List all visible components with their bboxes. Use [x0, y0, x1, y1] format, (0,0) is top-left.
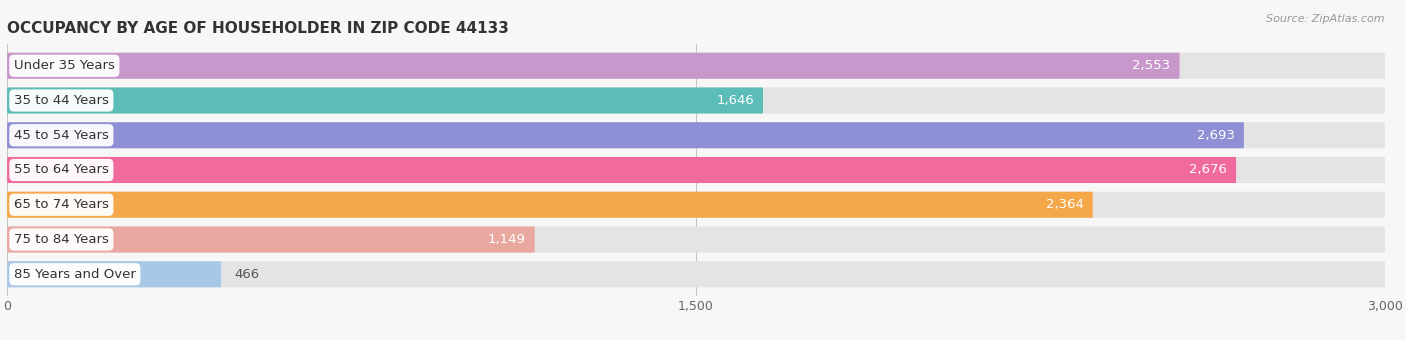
FancyBboxPatch shape [7, 87, 1385, 114]
FancyBboxPatch shape [7, 157, 1385, 183]
Text: 2,553: 2,553 [1132, 59, 1170, 72]
Text: 2,676: 2,676 [1189, 164, 1227, 176]
Text: 75 to 84 Years: 75 to 84 Years [14, 233, 108, 246]
Text: OCCUPANCY BY AGE OF HOUSEHOLDER IN ZIP CODE 44133: OCCUPANCY BY AGE OF HOUSEHOLDER IN ZIP C… [7, 21, 509, 36]
FancyBboxPatch shape [7, 87, 763, 114]
Text: 65 to 74 Years: 65 to 74 Years [14, 198, 108, 211]
Text: 1,149: 1,149 [488, 233, 526, 246]
Text: 2,364: 2,364 [1046, 198, 1084, 211]
Text: Source: ZipAtlas.com: Source: ZipAtlas.com [1267, 14, 1385, 23]
Text: 55 to 64 Years: 55 to 64 Years [14, 164, 108, 176]
Text: 2,693: 2,693 [1197, 129, 1234, 142]
Text: 1,646: 1,646 [716, 94, 754, 107]
Text: 85 Years and Over: 85 Years and Over [14, 268, 136, 281]
FancyBboxPatch shape [7, 226, 534, 253]
Text: 45 to 54 Years: 45 to 54 Years [14, 129, 108, 142]
FancyBboxPatch shape [7, 261, 221, 287]
FancyBboxPatch shape [7, 192, 1385, 218]
FancyBboxPatch shape [7, 122, 1244, 148]
Text: Under 35 Years: Under 35 Years [14, 59, 115, 72]
FancyBboxPatch shape [7, 192, 1092, 218]
FancyBboxPatch shape [7, 53, 1180, 79]
FancyBboxPatch shape [7, 226, 1385, 253]
Text: 35 to 44 Years: 35 to 44 Years [14, 94, 108, 107]
Text: 466: 466 [235, 268, 260, 281]
FancyBboxPatch shape [7, 53, 1385, 79]
FancyBboxPatch shape [7, 157, 1236, 183]
FancyBboxPatch shape [7, 261, 1385, 287]
FancyBboxPatch shape [7, 122, 1385, 148]
